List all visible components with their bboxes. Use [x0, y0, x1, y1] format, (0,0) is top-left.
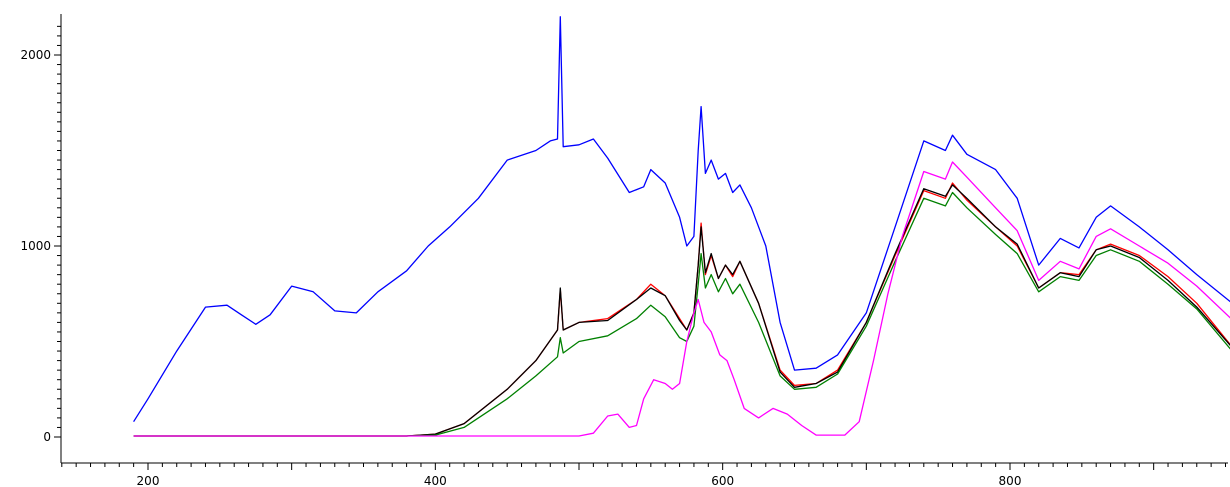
y-tick-label: 1000 [20, 239, 51, 253]
series-line-5 [133, 161, 1230, 437]
x-tick-label: 800 [999, 474, 1022, 487]
x-tick-label: 200 [137, 474, 160, 487]
y-tick-label: 2000 [20, 48, 51, 62]
series-layer [133, 16, 1230, 437]
axes: 0 1000 2000 200 400 600 800 [20, 14, 1228, 487]
series-line-2 [133, 182, 1230, 437]
x-tick-label: 600 [711, 474, 734, 487]
x-tick-label: 400 [424, 474, 447, 487]
series-line-4 [133, 191, 1230, 437]
series-line-3 [133, 184, 1230, 437]
y-tick-label: 0 [43, 430, 51, 444]
series-line-1 [133, 16, 1230, 423]
